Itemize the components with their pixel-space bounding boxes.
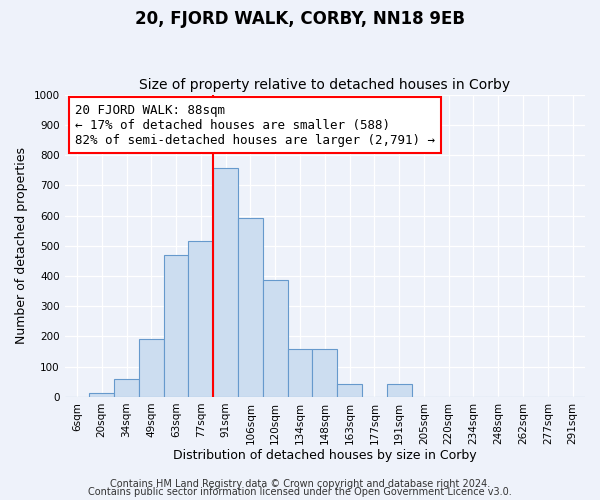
Bar xyxy=(139,338,164,397)
Title: Size of property relative to detached houses in Corby: Size of property relative to detached ho… xyxy=(139,78,511,92)
Bar xyxy=(164,255,188,397)
Bar xyxy=(263,280,287,397)
Bar xyxy=(238,218,263,397)
X-axis label: Distribution of detached houses by size in Corby: Distribution of detached houses by size … xyxy=(173,450,476,462)
Text: Contains HM Land Registry data © Crown copyright and database right 2024.: Contains HM Land Registry data © Crown c… xyxy=(110,479,490,489)
Text: 20, FJORD WALK, CORBY, NN18 9EB: 20, FJORD WALK, CORBY, NN18 9EB xyxy=(135,10,465,28)
Y-axis label: Number of detached properties: Number of detached properties xyxy=(15,148,28,344)
Bar xyxy=(188,241,213,397)
Bar xyxy=(387,384,412,397)
Bar xyxy=(114,379,139,397)
Bar xyxy=(313,348,337,397)
Bar xyxy=(213,168,238,397)
Bar xyxy=(337,384,362,397)
Text: Contains public sector information licensed under the Open Government Licence v3: Contains public sector information licen… xyxy=(88,487,512,497)
Text: 20 FJORD WALK: 88sqm
← 17% of detached houses are smaller (588)
82% of semi-deta: 20 FJORD WALK: 88sqm ← 17% of detached h… xyxy=(75,104,435,146)
Bar xyxy=(287,348,313,397)
Bar xyxy=(89,393,114,397)
